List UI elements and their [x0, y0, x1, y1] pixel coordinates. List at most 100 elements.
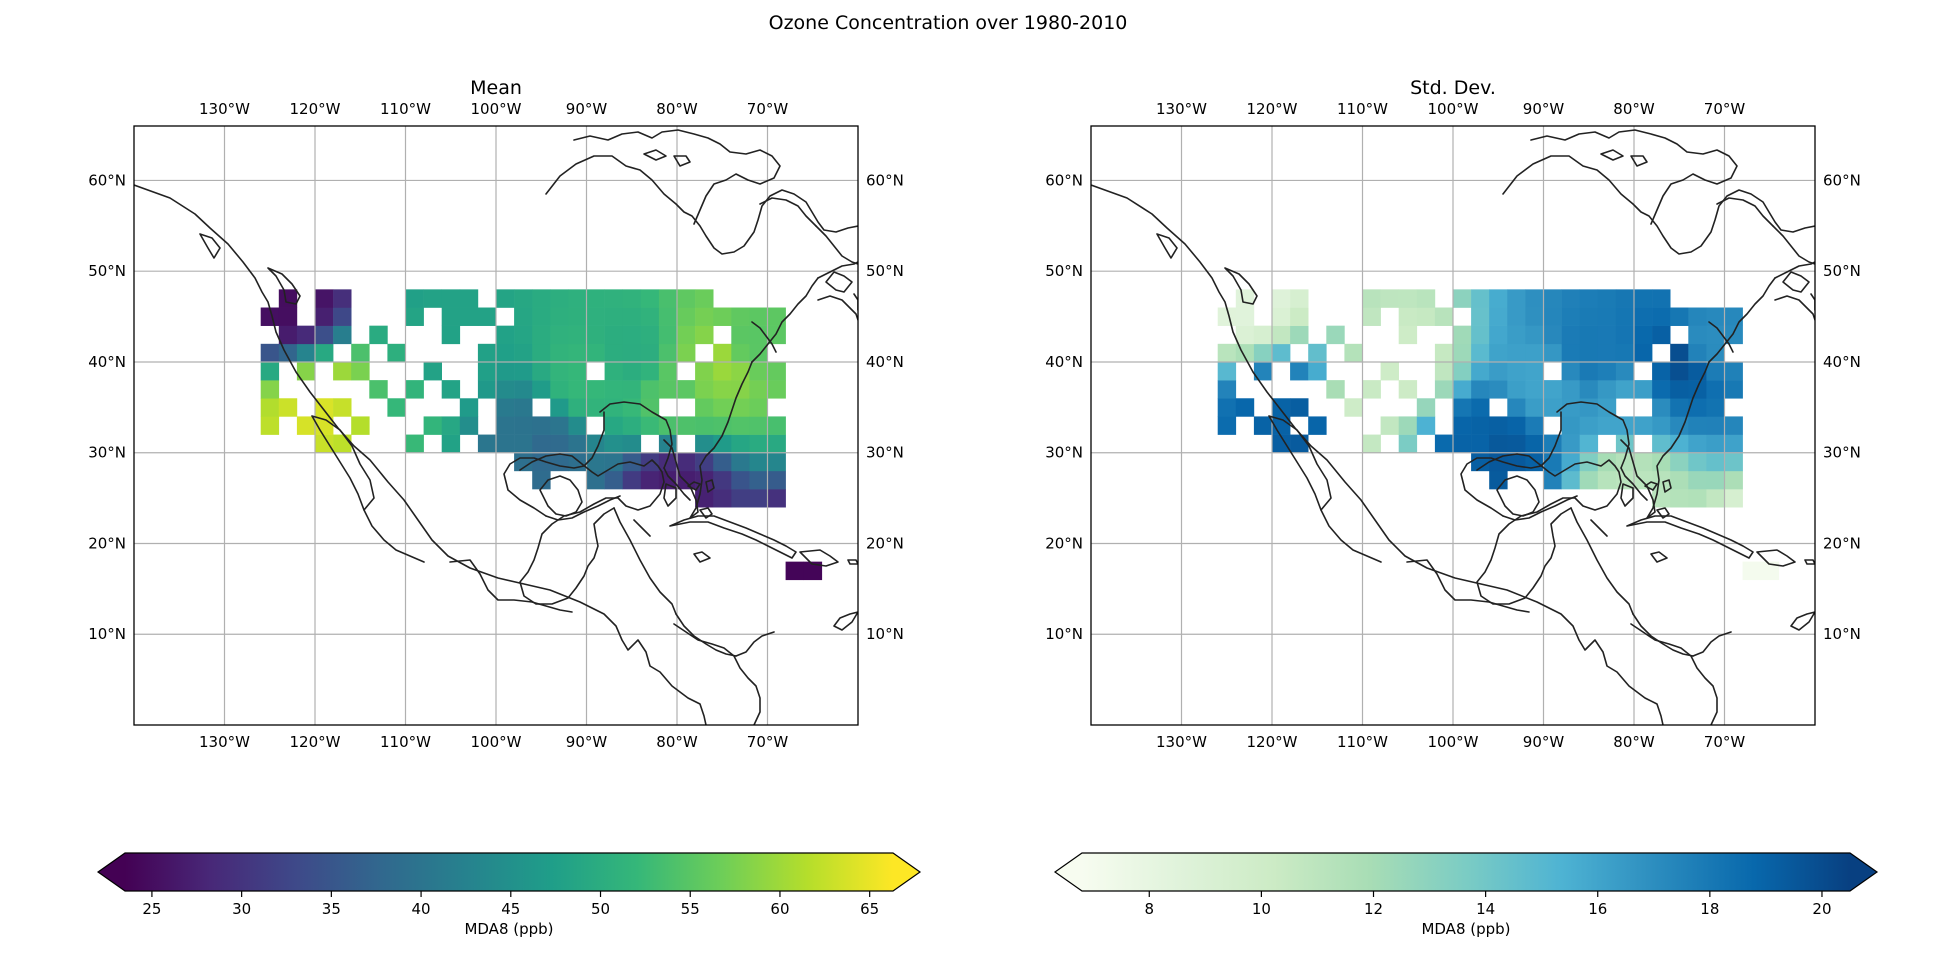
heatmap-cell	[1434, 434, 1454, 454]
heatmap-cell	[1579, 289, 1599, 308]
heatmap-cell	[1597, 398, 1617, 417]
heatmap-cell	[1724, 416, 1743, 435]
heatmap-cell	[550, 361, 569, 381]
heatmap-cell	[749, 307, 768, 326]
panel-title-mean: Mean	[470, 77, 522, 99]
heatmap-cell	[640, 380, 660, 399]
colorbar-extend-max-std	[1850, 853, 1877, 891]
heatmap-cell	[1724, 489, 1743, 508]
heatmap-cell	[604, 325, 623, 345]
heatmap-cell	[1579, 434, 1599, 454]
heatmap-cell	[1579, 325, 1599, 345]
heatmap-cell	[640, 343, 660, 363]
gridlines-mean	[134, 126, 858, 725]
heatmap-cell	[749, 343, 768, 363]
heatmap-cell	[315, 398, 334, 417]
heatmap-cell	[1507, 380, 1526, 399]
heatmap-cell	[1706, 489, 1725, 508]
heatmap-cell	[1615, 289, 1635, 308]
heatmap-cell	[496, 343, 515, 363]
heatmap-cell	[1634, 307, 1653, 326]
heatmap-cell	[1489, 434, 1508, 454]
heatmap-cell	[1380, 289, 1399, 308]
heatmap-cell	[1272, 343, 1291, 363]
heatmap-cell	[1507, 416, 1526, 435]
heatmap-cell	[1652, 398, 1671, 417]
lat-tick-label-left: 50°N	[88, 262, 126, 280]
heatmap-cell	[1471, 380, 1490, 399]
colorbar-tick-label: 25	[142, 900, 161, 918]
heatmap-cell	[1272, 289, 1291, 308]
lat-tick-label-right: 60°N	[1823, 171, 1861, 189]
lon-tick-label-top: 130°W	[1156, 100, 1207, 118]
heatmap-cell	[477, 343, 497, 363]
heatmap-cell	[640, 398, 660, 417]
heatmap-cell	[604, 398, 623, 417]
lat-tick-label-left: 60°N	[88, 171, 126, 189]
heatmap-cell	[1489, 416, 1508, 435]
heatmap-cell	[1579, 343, 1599, 363]
heatmap-cell	[1253, 361, 1273, 381]
heatmap-cell	[405, 307, 424, 326]
heatmap-cell	[604, 470, 623, 490]
heatmap-cell	[1706, 325, 1725, 345]
heatmap-cell	[604, 361, 623, 381]
heatmap-cell	[1652, 325, 1671, 345]
heatmap-cell	[1615, 452, 1635, 472]
heatmap-cell	[1434, 361, 1454, 381]
heatmap-cell	[749, 416, 768, 435]
heatmap-cell	[1634, 325, 1653, 345]
heatmap-cell	[731, 343, 750, 363]
heatmap-cell	[677, 307, 696, 326]
heatmap-cell	[296, 343, 316, 363]
heatmap-cell	[1561, 361, 1580, 381]
heatmap-cell	[622, 398, 642, 417]
heatmap-cell	[767, 416, 786, 435]
lon-tick-label-bottom: 130°W	[1156, 733, 1207, 751]
heatmap-cell	[713, 380, 732, 399]
heatmap-cell	[1543, 343, 1562, 363]
lat-tick-label-right: 50°N	[866, 262, 904, 280]
heatmap-cell	[1344, 343, 1363, 363]
heatmap-cell	[496, 416, 515, 435]
heatmap-cell	[1525, 416, 1544, 435]
heatmap-cell	[568, 434, 587, 454]
heatmap-cell	[1380, 416, 1399, 435]
heatmap-cell	[423, 289, 442, 308]
heatmap-cell	[1326, 380, 1345, 399]
heatmap-cell	[1706, 380, 1725, 399]
lat-tick-label-left: 10°N	[1045, 625, 1083, 643]
colorbar-tick-label: 14	[1476, 900, 1495, 918]
lat-tick-label-left: 20°N	[88, 534, 126, 552]
heatmap-cell	[1670, 452, 1689, 472]
colorbar-gradient-mean	[125, 853, 893, 891]
heatmap-cell	[1561, 307, 1580, 326]
heatmap-cell	[1253, 325, 1273, 345]
lon-tick-label-top: 80°W	[1613, 100, 1655, 118]
heatmap-cell	[369, 325, 388, 345]
heatmap-cell	[260, 307, 280, 326]
heatmap-cell	[1398, 307, 1418, 326]
heatmap-cell	[1706, 416, 1725, 435]
heatmap-cell	[1597, 380, 1617, 399]
heatmap-cell	[260, 343, 280, 363]
heatmap-cell	[1489, 380, 1508, 399]
heatmap-cell	[477, 380, 497, 399]
heatmap-cell	[1217, 398, 1237, 417]
heatmap-cell	[622, 343, 642, 363]
heatmap-cell	[1652, 380, 1671, 399]
heatmap-cell	[1724, 470, 1743, 490]
heatmap-cell	[640, 361, 660, 381]
heatmap-cell	[333, 289, 352, 308]
heatmap-cell	[315, 343, 334, 363]
lon-tick-label-top: 90°W	[1523, 100, 1565, 118]
heatmap-cell	[1634, 343, 1653, 363]
heatmap-cell	[496, 380, 515, 399]
heatmap-cell	[658, 452, 678, 472]
heatmap-cell	[1670, 307, 1689, 326]
heatmap-cell	[387, 343, 406, 363]
heatmap-cell	[1670, 434, 1689, 454]
heatmap-cell	[550, 398, 569, 417]
heatmap-cell	[1543, 380, 1562, 399]
heatmap-cell	[514, 325, 533, 345]
